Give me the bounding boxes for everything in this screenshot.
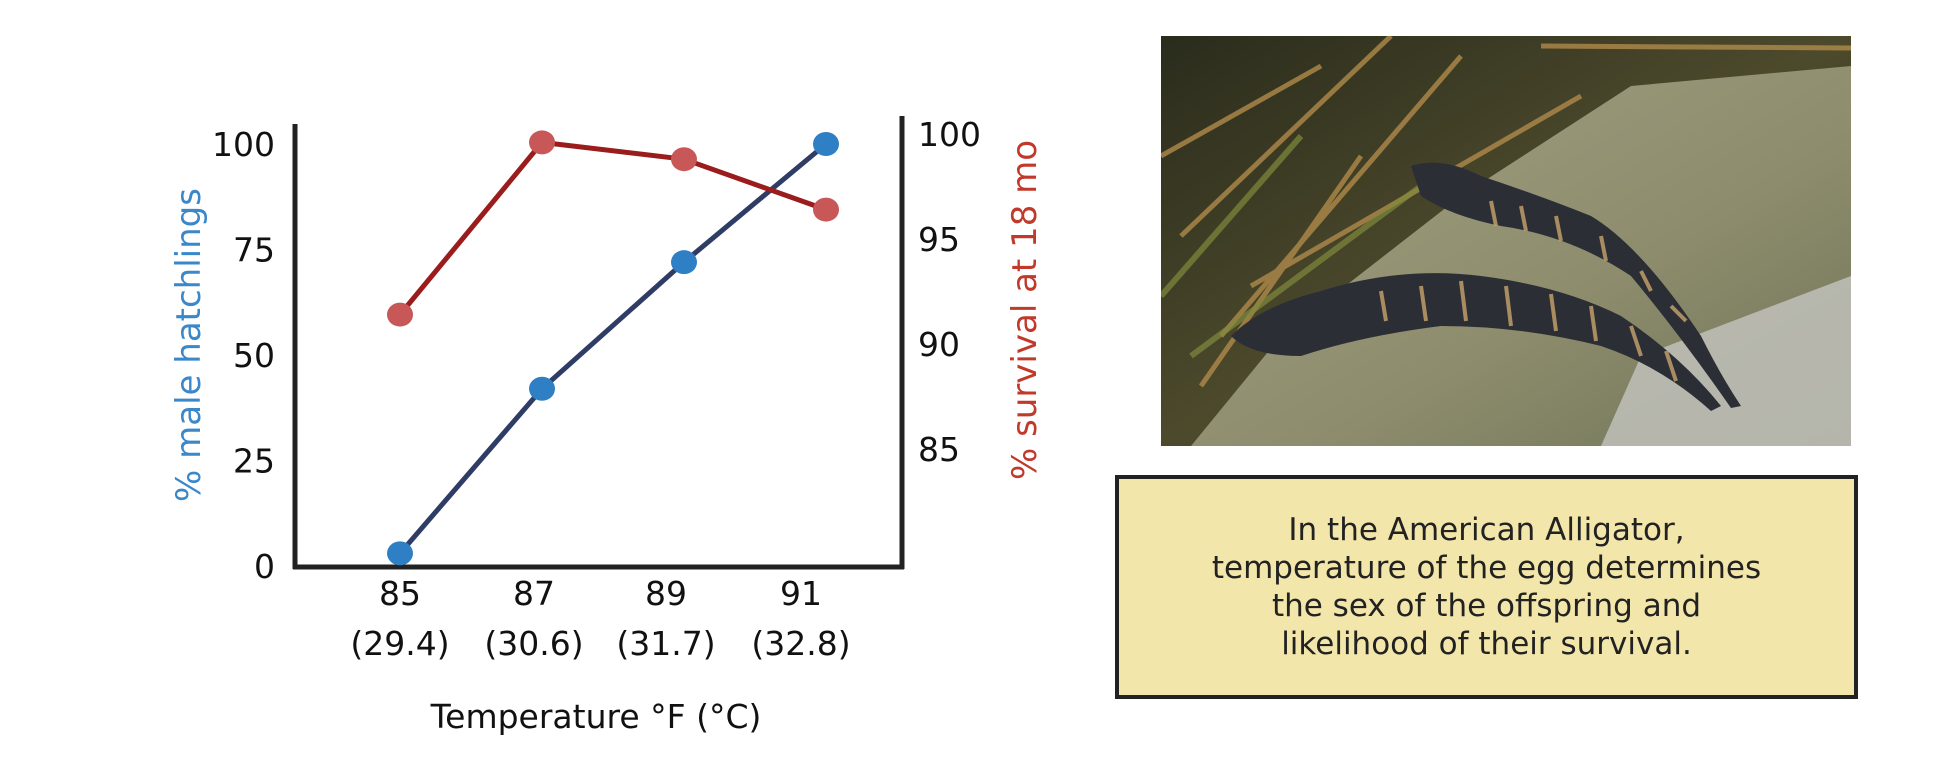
x-tick-sublabel: (31.7)	[616, 624, 715, 663]
caption-line: In the American Alligator,	[1288, 512, 1685, 548]
left-y-tick-label: 75	[233, 231, 275, 270]
right-y-tick-label: 100	[918, 115, 981, 154]
left-y-tick-label: 0	[254, 547, 275, 586]
caption-box: In the American Alligator, temperature o…	[1115, 475, 1858, 699]
right-y-tick-label: 95	[918, 220, 960, 259]
x-tick-label: 91	[780, 574, 822, 613]
data-point-right	[671, 147, 697, 172]
data-point-left	[529, 376, 555, 401]
caption-line: likelihood of their survival.	[1281, 626, 1692, 662]
data-point-right	[387, 302, 413, 327]
x-tick-label: 89	[645, 574, 687, 613]
caption-line: the sex of the offspring and	[1271, 588, 1702, 624]
data-point-left	[813, 132, 839, 156]
right-y-tick-label: 85	[918, 430, 960, 469]
left-y-tick-label: 50	[233, 336, 275, 375]
data-point-left	[387, 541, 413, 566]
series-line-left	[398, 142, 828, 555]
x-axis-title: Temperature °F (°C)	[430, 697, 762, 736]
data-point-right	[529, 130, 555, 155]
alligator-photo	[1161, 36, 1851, 446]
left-y-tick-label: 100	[212, 125, 275, 164]
data-point-right	[813, 197, 839, 222]
x-tick-sublabel: (30.6)	[484, 624, 583, 663]
series-line-right	[398, 139, 827, 317]
x-tick-label: 85	[379, 574, 421, 613]
caption-line: temperature of the egg determines	[1211, 550, 1762, 586]
right-y-tick-label: 90	[918, 325, 960, 364]
x-tick-sublabel: (29.4)	[350, 624, 449, 663]
right-y-axis-title: % survival at 18 mo	[1005, 140, 1045, 480]
left-y-axis-title: % male hatchlings	[169, 188, 209, 502]
left-y-tick-label: 25	[233, 442, 275, 481]
x-tick-label: 87	[513, 574, 555, 613]
x-tick-sublabel: (32.8)	[751, 624, 850, 663]
data-point-left	[671, 250, 697, 275]
dual-axis-line-chart: 0 25 50 75 100 85 90 95 100 85 (29.4) 87 (30.6) 89 (…	[169, 115, 1045, 736]
